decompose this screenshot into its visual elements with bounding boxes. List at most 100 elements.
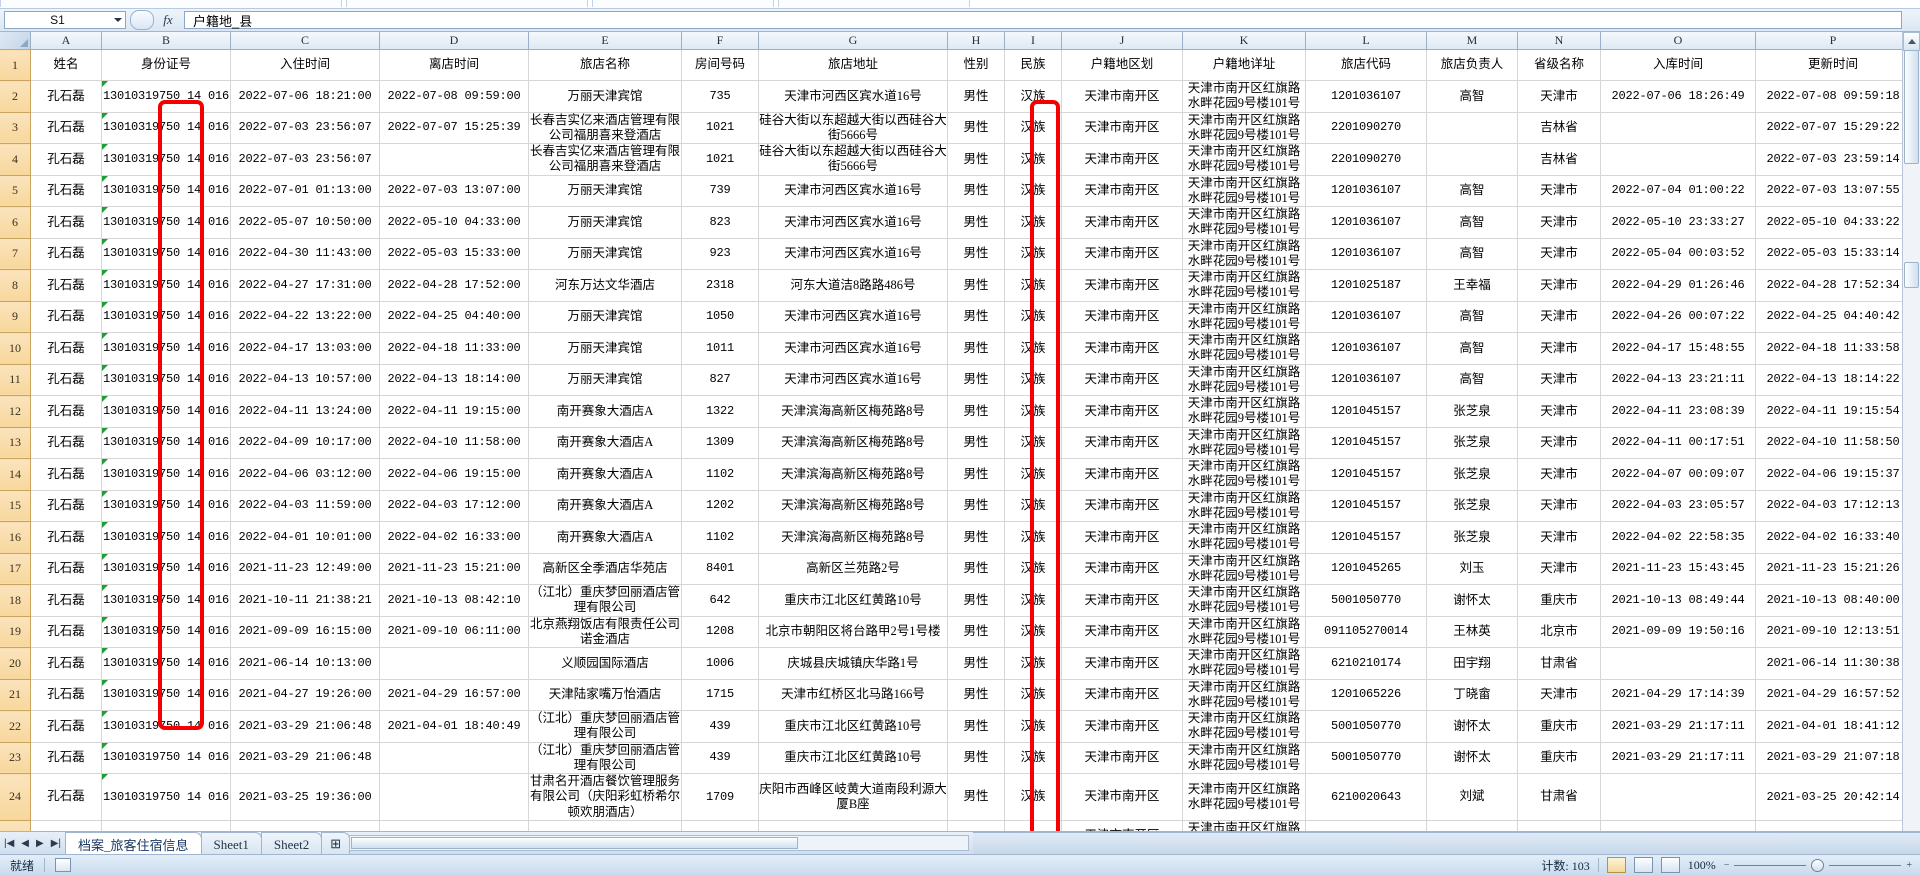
cell-A18[interactable]: 孔石磊 bbox=[30, 584, 102, 617]
cell-N2[interactable]: 天津市 bbox=[1517, 80, 1601, 113]
zoom-slider-knob[interactable] bbox=[1811, 858, 1825, 872]
cell-L24[interactable]: 6210020643 bbox=[1305, 773, 1427, 821]
cell-J14[interactable]: 天津市南开区 bbox=[1061, 458, 1183, 491]
cell-E18[interactable]: （江北）重庆梦回丽酒店管理有限公司 bbox=[528, 584, 682, 617]
row-header-14[interactable]: 14 bbox=[0, 458, 31, 491]
cell-A19[interactable]: 孔石磊 bbox=[30, 616, 102, 648]
cell-B16[interactable]: 13010319750 14 016 bbox=[101, 521, 231, 554]
cell-A5[interactable]: 孔石磊 bbox=[30, 175, 102, 207]
cell-L8[interactable]: 1201025187 bbox=[1305, 269, 1427, 302]
cell-G9[interactable]: 天津市河西区宾水道16号 bbox=[758, 301, 948, 333]
cell-F13[interactable]: 1309 bbox=[681, 427, 759, 459]
cell-I25[interactable] bbox=[1004, 820, 1062, 831]
cell-P25[interactable] bbox=[1755, 820, 1911, 831]
horizontal-scrollbar[interactable] bbox=[349, 832, 973, 854]
row-header-2[interactable]: 2 bbox=[0, 80, 31, 113]
header-cell-O[interactable]: 入库时间 bbox=[1600, 49, 1756, 81]
cell-O2[interactable]: 2022-07-06 18:26:49 bbox=[1600, 80, 1756, 113]
name-box-dropdown-icon[interactable] bbox=[110, 12, 125, 28]
cell-D3[interactable]: 2022-07-07 15:25:39 bbox=[379, 112, 529, 144]
cell-L13[interactable]: 1201045157 bbox=[1305, 427, 1427, 459]
row-header-23[interactable]: 23 bbox=[0, 742, 31, 774]
cell-I9[interactable]: 汉族 bbox=[1004, 301, 1062, 333]
row-header-17[interactable]: 17 bbox=[0, 553, 31, 585]
header-cell-A[interactable]: 姓名 bbox=[30, 49, 102, 81]
cell-O11[interactable]: 2022-04-13 23:21:11 bbox=[1600, 364, 1756, 396]
header-cell-K[interactable]: 户籍地详址 bbox=[1182, 49, 1306, 81]
cell-E6[interactable]: 万丽天津宾馆 bbox=[528, 206, 682, 239]
cell-M17[interactable]: 刘玉 bbox=[1426, 553, 1518, 585]
cell-C17[interactable]: 2021-11-23 12:49:00 bbox=[230, 553, 380, 585]
column-header-A[interactable]: A bbox=[30, 32, 102, 50]
cell-H13[interactable]: 男性 bbox=[947, 427, 1005, 459]
cell-N25[interactable] bbox=[1517, 820, 1601, 831]
cell-J19[interactable]: 天津市南开区 bbox=[1061, 616, 1183, 648]
cell-G16[interactable]: 天津滨海高新区梅苑路8号 bbox=[758, 521, 948, 554]
row-header-8[interactable]: 8 bbox=[0, 269, 31, 302]
cell-E17[interactable]: 高新区全季酒店华苑店 bbox=[528, 553, 682, 585]
cell-M16[interactable]: 张芝泉 bbox=[1426, 521, 1518, 554]
cell-B23[interactable]: 13010319750 14 016 bbox=[101, 742, 231, 774]
cell-H3[interactable]: 男性 bbox=[947, 112, 1005, 144]
cell-F25[interactable] bbox=[681, 820, 759, 831]
cell-E22[interactable]: （江北）重庆梦回丽酒店管理有限公司 bbox=[528, 710, 682, 743]
cell-P5[interactable]: 2022-07-03 13:07:55 bbox=[1755, 175, 1911, 207]
cell-I15[interactable]: 汉族 bbox=[1004, 490, 1062, 522]
cell-K15[interactable]: 天津市南开区红旗路水畔花园9号楼101号 bbox=[1182, 490, 1306, 522]
cell-K24[interactable]: 天津市南开区红旗路水畔花园9号楼101号 bbox=[1182, 773, 1306, 821]
cell-N13[interactable]: 天津市 bbox=[1517, 427, 1601, 459]
cell-J22[interactable]: 天津市南开区 bbox=[1061, 710, 1183, 743]
cell-A12[interactable]: 孔石磊 bbox=[30, 395, 102, 428]
cell-B19[interactable]: 13010319750 14 016 bbox=[101, 616, 231, 648]
header-cell-C[interactable]: 入住时间 bbox=[230, 49, 380, 81]
cell-G10[interactable]: 天津市河西区宾水道16号 bbox=[758, 332, 948, 365]
cell-M14[interactable]: 张芝泉 bbox=[1426, 458, 1518, 491]
cell-A23[interactable]: 孔石磊 bbox=[30, 742, 102, 774]
cell-D10[interactable]: 2022-04-18 11:33:00 bbox=[379, 332, 529, 365]
cell-P22[interactable]: 2021-04-01 18:41:12 bbox=[1755, 710, 1911, 743]
sheet-tab-Sheet1[interactable]: Sheet1 bbox=[200, 832, 262, 854]
cell-K21[interactable]: 天津市南开区红旗路水畔花园9号楼101号 bbox=[1182, 679, 1306, 711]
cell-D5[interactable]: 2022-07-03 13:07:00 bbox=[379, 175, 529, 207]
header-cell-G[interactable]: 旅店地址 bbox=[758, 49, 948, 81]
cell-P8[interactable]: 2022-04-28 17:52:34 bbox=[1755, 269, 1911, 302]
cell-O25[interactable] bbox=[1600, 820, 1756, 831]
cell-P19[interactable]: 2021-09-10 12:13:51 bbox=[1755, 616, 1911, 648]
cell-B2[interactable]: 13010319750 14 016 bbox=[101, 80, 231, 113]
record-indicator-icon[interactable] bbox=[45, 858, 81, 872]
cell-C15[interactable]: 2022-04-03 11:59:00 bbox=[230, 490, 380, 522]
cell-E2[interactable]: 万丽天津宾馆 bbox=[528, 80, 682, 113]
cell-E23[interactable]: （江北）重庆梦回丽酒店管理有限公司 bbox=[528, 742, 682, 774]
cell-I7[interactable]: 汉族 bbox=[1004, 238, 1062, 270]
row-header-24[interactable]: 24 bbox=[0, 773, 31, 821]
cell-A8[interactable]: 孔石磊 bbox=[30, 269, 102, 302]
cell-H20[interactable]: 男性 bbox=[947, 647, 1005, 680]
cancel-formula-button[interactable] bbox=[130, 10, 154, 30]
cell-M11[interactable]: 高智 bbox=[1426, 364, 1518, 396]
cell-J25[interactable]: 天津市南开区 bbox=[1061, 820, 1183, 831]
cell-G6[interactable]: 天津市河西区宾水道16号 bbox=[758, 206, 948, 239]
cell-J13[interactable]: 天津市南开区 bbox=[1061, 427, 1183, 459]
cell-D15[interactable]: 2022-04-03 17:12:00 bbox=[379, 490, 529, 522]
cell-O19[interactable]: 2021-09-09 19:50:16 bbox=[1600, 616, 1756, 648]
cell-F24[interactable]: 1709 bbox=[681, 773, 759, 821]
cell-E19[interactable]: 北京燕翔饭店有限责任公司诺金酒店 bbox=[528, 616, 682, 648]
cell-L19[interactable]: 091105270014 bbox=[1305, 616, 1427, 648]
cell-B22[interactable]: 13010319750 14 016 bbox=[101, 710, 231, 743]
cell-A14[interactable]: 孔石磊 bbox=[30, 458, 102, 491]
cell-D22[interactable]: 2021-04-01 18:40:49 bbox=[379, 710, 529, 743]
header-cell-J[interactable]: 户籍地区划 bbox=[1061, 49, 1183, 81]
cell-J20[interactable]: 天津市南开区 bbox=[1061, 647, 1183, 680]
cell-K16[interactable]: 天津市南开区红旗路水畔花园9号楼101号 bbox=[1182, 521, 1306, 554]
scroll-up-button[interactable] bbox=[1903, 32, 1920, 51]
cell-A21[interactable]: 孔石磊 bbox=[30, 679, 102, 711]
first-sheet-icon[interactable]: |◀ bbox=[4, 837, 15, 849]
sheet-tab-Sheet2[interactable]: Sheet2 bbox=[260, 832, 323, 854]
cell-E15[interactable]: 南开赛象大酒店A bbox=[528, 490, 682, 522]
cell-E16[interactable]: 南开赛象大酒店A bbox=[528, 521, 682, 554]
cell-F5[interactable]: 739 bbox=[681, 175, 759, 207]
cell-L7[interactable]: 1201036107 bbox=[1305, 238, 1427, 270]
cell-I14[interactable]: 汉族 bbox=[1004, 458, 1062, 491]
cell-M10[interactable]: 高智 bbox=[1426, 332, 1518, 365]
